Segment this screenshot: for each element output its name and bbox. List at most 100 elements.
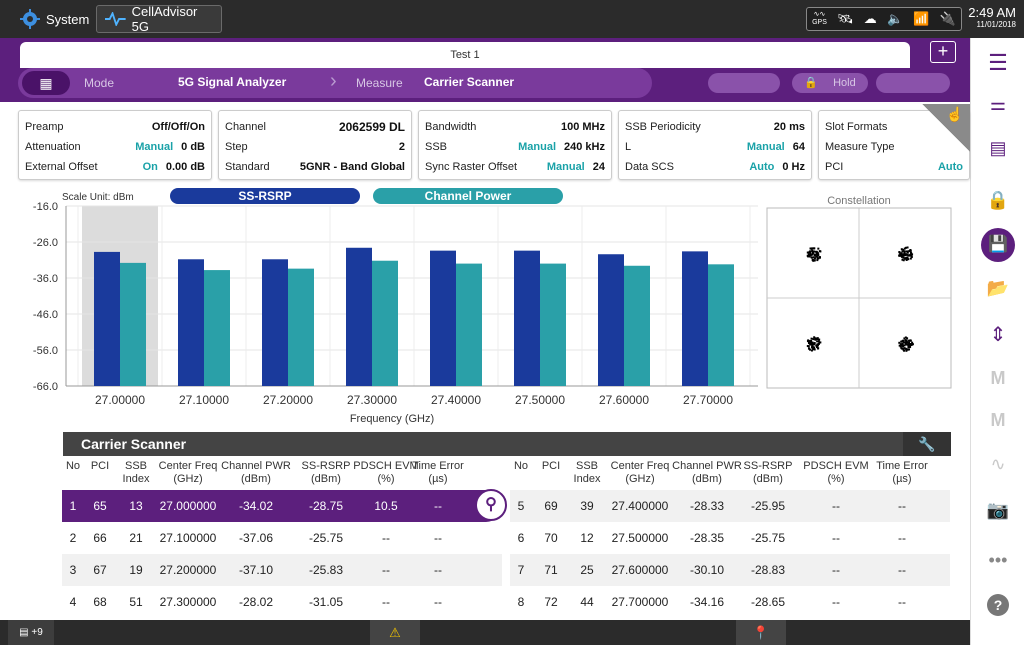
table-row[interactable]: 5 69 39 27.400000 -28.33 -25.95 -- -- xyxy=(510,490,950,522)
table-cell: 1 xyxy=(69,499,77,513)
step-label: Step xyxy=(225,141,248,153)
table-cell: 21 xyxy=(129,531,143,545)
system-tab[interactable]: System xyxy=(12,5,97,33)
ssb-periodicity-panel[interactable]: SSB Periodicity 20 ms L Manual 64 Data SCS A… xyxy=(618,110,812,180)
measure-label: Measure xyxy=(356,76,403,90)
split-icon[interactable]: ⇕ xyxy=(989,324,1007,346)
constellation-point xyxy=(817,247,820,250)
menu-icon[interactable]: ☰ xyxy=(988,50,1008,75)
marker-m2-icon[interactable]: M xyxy=(990,410,1006,430)
data-scs-row: Data SCS Auto 0 Hz xyxy=(625,159,805,175)
bandwidth-value: 100 MHz xyxy=(560,121,605,133)
table-cell: 71 xyxy=(544,563,558,577)
top-status-bar: System CellAdvisor 5G ∿∿ GPS 🛰 ☁ 🔈 📶 🔌 2:… xyxy=(0,0,1024,38)
constellation-point xyxy=(906,246,909,249)
constellation-point xyxy=(816,338,819,341)
save-button[interactable]: 💾 xyxy=(971,228,1024,262)
sync-raster-mode: Manual xyxy=(546,161,585,173)
table-cell: -- xyxy=(382,595,390,609)
screenshot-icon[interactable]: 📷 xyxy=(986,500,1010,520)
cloud-icon: ☁ xyxy=(863,11,877,26)
constellation-point xyxy=(819,341,822,344)
sliders-icon[interactable]: ⚌ xyxy=(989,94,1007,114)
table-cell: -37.10 xyxy=(238,563,274,577)
blank-pill-button-1[interactable] xyxy=(708,73,780,93)
add-tab-button[interactable]: + xyxy=(930,41,956,63)
measure-type-row: Measure Type xyxy=(825,139,963,155)
standard-value: 5GNR - Band Global xyxy=(299,161,405,173)
bar-channel-power xyxy=(540,263,566,386)
app-grid-button[interactable]: ▦ xyxy=(22,71,70,95)
lock-icon[interactable]: 🔒 xyxy=(986,190,1010,210)
scale-unit-label: Scale Unit: dBm xyxy=(62,192,134,203)
constellation-point xyxy=(906,343,909,346)
data-scs-mode: Auto xyxy=(749,161,775,173)
constellation-point xyxy=(818,341,821,344)
step-row: Step 2 xyxy=(225,139,405,155)
constellation-point xyxy=(905,246,908,249)
help-button[interactable]: ? xyxy=(971,594,1024,616)
x-tick-label: 27.70000 xyxy=(683,393,733,407)
table-cell: -- xyxy=(832,595,840,609)
ssb-row: SSB Manual 240 kHz xyxy=(425,139,605,155)
constellation-point xyxy=(816,251,819,254)
column-header-right: Center Freq (GHz) xyxy=(610,460,670,485)
constellation-point xyxy=(899,253,902,256)
constellation-point xyxy=(898,251,901,254)
ssb-label: SSB xyxy=(425,141,448,153)
folder-icon[interactable]: 📂 xyxy=(986,278,1010,298)
constellation-point xyxy=(813,336,816,339)
constellation-point xyxy=(909,345,912,348)
zoom-button[interactable]: ⚲ xyxy=(475,489,507,521)
waveform-icon xyxy=(105,12,126,26)
constellation-cluster xyxy=(806,336,822,352)
constellation-point xyxy=(806,340,809,343)
ssb-mode: Manual xyxy=(518,141,557,153)
channel-panel[interactable]: Channel 2062599 DL Step 2 Standard 5GNR - B… xyxy=(218,110,412,180)
pulse-icon[interactable]: ∿ xyxy=(990,454,1006,474)
constellation-point xyxy=(902,345,905,348)
table-cell: 12 xyxy=(580,531,594,545)
external-offset-label: External Offset xyxy=(25,161,98,173)
bandwidth-panel[interactable]: Bandwidth 100 MHz SSB Manual 240 kHz Sync R… xyxy=(418,110,612,180)
mode-value[interactable]: 5G Signal Analyzer xyxy=(178,75,287,89)
constellation-point xyxy=(906,256,909,259)
table-row[interactable]: 6 70 12 27.500000 -28.35 -25.75 -- -- xyxy=(510,522,950,554)
panel-expand-corner[interactable]: ☝ xyxy=(922,104,970,152)
preamp-panel[interactable]: Preamp Off/Off/On Attenuation Manual 0 dB E… xyxy=(18,110,212,180)
table-cell: -28.65 xyxy=(750,595,786,609)
table-row[interactable]: 4 68 51 27.300000 -28.02 -31.05 -- -- xyxy=(62,586,502,618)
table-row[interactable]: 7 71 25 27.600000 -30.10 -28.83 -- -- xyxy=(510,554,950,586)
slot-formats-panel[interactable]: Slot Formats Measure Type PCI Auto xyxy=(818,110,970,180)
scanner-settings-button[interactable]: 🔧 xyxy=(903,432,951,456)
file-list-button[interactable]: ▤ +9 xyxy=(8,620,54,645)
table-row[interactable]: 8 72 44 27.700000 -34.16 -28.65 -- -- xyxy=(510,586,950,618)
constellation-panel: Constellation xyxy=(766,192,952,390)
marker-m-icon[interactable]: M xyxy=(990,368,1006,388)
document-tab[interactable]: Test 1 xyxy=(20,42,910,68)
pci-row: PCI Auto xyxy=(825,159,963,175)
constellation-title: Constellation xyxy=(827,195,891,207)
constellation-point xyxy=(902,249,905,252)
celladvisor-tab[interactable]: CellAdvisor 5G xyxy=(96,4,222,34)
constellation-point xyxy=(807,342,810,345)
system-tab-label: System xyxy=(46,11,90,27)
bar-ss-rsrp xyxy=(94,251,120,386)
sync-raster-value: 24 xyxy=(592,161,605,173)
measure-value[interactable]: Carrier Scanner xyxy=(424,75,515,89)
constellation-point xyxy=(812,259,815,262)
table-cell: 69 xyxy=(544,499,558,513)
more-icon[interactable]: ••• xyxy=(988,550,1008,570)
table-row[interactable]: 3 67 19 27.200000 -37.10 -25.83 -- -- xyxy=(62,554,502,586)
warning-button[interactable]: ⚠ xyxy=(370,620,420,645)
legend-label: SS-RSRP xyxy=(238,189,291,203)
table-row[interactable]: 2 66 21 27.100000 -37.06 -25.75 -- -- xyxy=(62,522,502,554)
constellation-point xyxy=(815,253,818,256)
table-row[interactable]: 1 65 13 27.000000 -34.02 -28.75 10.5 -- xyxy=(62,490,502,522)
table-cell: 65 xyxy=(93,499,107,513)
constellation-point xyxy=(817,253,820,256)
location-button[interactable]: 📍 xyxy=(736,620,786,645)
grid-settings-icon[interactable]: ▤ xyxy=(989,138,1007,158)
hold-button[interactable]: 🔒 Hold xyxy=(792,73,868,93)
blank-pill-button-2[interactable] xyxy=(876,73,950,93)
